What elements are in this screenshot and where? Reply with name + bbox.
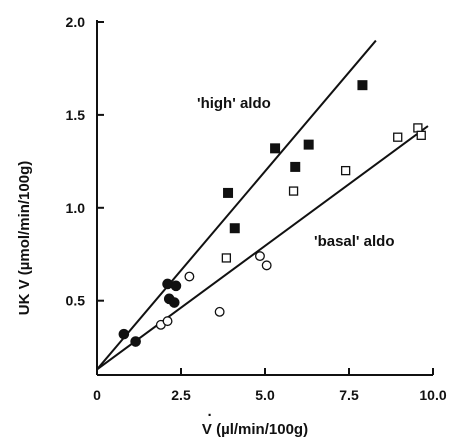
data-point-high-aldo [270, 143, 281, 154]
fit-lines [96, 39, 429, 371]
fit-line-basal-aldo [96, 125, 429, 371]
data-point-high-aldo [170, 280, 182, 292]
data-point-basal-aldo [255, 251, 265, 262]
data-point-high-aldo [223, 187, 234, 198]
data-point-basal-aldo [340, 165, 351, 176]
fit-line-high-aldo [96, 39, 377, 371]
data-point-basal-aldo [221, 253, 232, 263]
x-tick-label: 10.0 [419, 387, 446, 403]
data-point-basal-aldo [288, 186, 299, 196]
data-point-high-aldo [130, 336, 141, 347]
x-axis-label-dot: · [208, 407, 213, 424]
x-tick-label: 5.0 [255, 387, 275, 403]
data-point-high-aldo [168, 297, 180, 308]
data-point-basal-aldo [184, 271, 195, 282]
ticks: 0 2.5 5.0 7.5 10.0 0.5 1.0 1.5 2.0 [66, 14, 447, 403]
data-point-basal-aldo [214, 306, 225, 317]
x-tick-label: 0 [93, 387, 101, 403]
y-axis-label: UK V (µmol/min/100g) [16, 161, 33, 316]
data-point-high-aldo [229, 223, 240, 234]
annotation-high-aldo: 'high' aldo [197, 95, 271, 112]
data-points [118, 80, 426, 347]
data-point-high-aldo [303, 139, 314, 150]
y-tick-label: 0.5 [66, 293, 86, 309]
axes [96, 20, 433, 376]
annotation-basal-aldo: 'basal' aldo [314, 233, 395, 250]
data-point-basal-aldo [261, 260, 272, 271]
data-point-basal-aldo [393, 132, 403, 142]
data-point-high-aldo [290, 161, 301, 172]
y-tick-label: 1.0 [66, 200, 86, 216]
data-point-basal-aldo [416, 130, 426, 140]
y-tick-label: 1.5 [66, 107, 86, 123]
y-tick-label: 2.0 [66, 14, 86, 30]
data-point-basal-aldo [162, 316, 173, 327]
x-tick-label: 7.5 [339, 387, 359, 403]
x-tick-label: 2.5 [171, 387, 191, 403]
data-point-high-aldo [118, 328, 130, 340]
x-axis-label: V (µl/min/100g) [202, 421, 308, 438]
data-point-high-aldo [357, 80, 368, 91]
